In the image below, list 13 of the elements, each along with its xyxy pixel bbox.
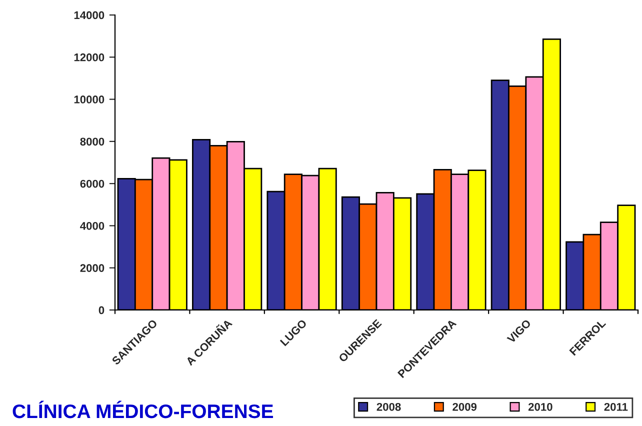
y-tick-label: 8000 bbox=[80, 138, 104, 146]
y-tick-label: 4000 bbox=[80, 222, 104, 230]
y-tick-label: 14000 bbox=[74, 11, 104, 20]
legend-label: 2008 bbox=[376, 402, 401, 411]
y-tick-label: 2000 bbox=[80, 264, 104, 272]
legend-label: 2009 bbox=[452, 402, 477, 411]
legend-label: 2011 bbox=[604, 402, 628, 411]
y-tick-label: 10000 bbox=[74, 96, 104, 104]
text: CLÍNICA MÉDICO-FORENSE bbox=[12, 400, 274, 418]
legend-label: 2010 bbox=[528, 402, 552, 411]
y-tick-label: 12000 bbox=[74, 53, 104, 62]
y-tick-label: 0 bbox=[98, 306, 104, 314]
y-tick-label: 6000 bbox=[80, 180, 104, 188]
